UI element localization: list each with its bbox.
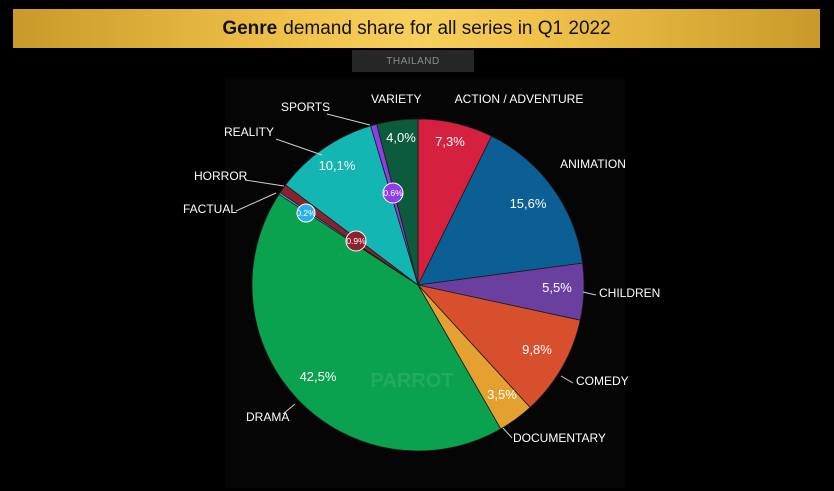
value-label-reality: 10,1% [319,158,356,173]
value-label-children: 5,5% [542,280,572,295]
value-label-documentary: 3,5% [487,387,517,402]
pie-slices [251,118,585,452]
leader-line-sports [326,113,371,126]
category-label-variety: VARIETY [371,92,421,106]
category-label-drama: DRAMA [246,410,289,424]
value-label-factual: 0.2% [296,208,316,218]
value-label-variety: 4,0% [386,130,416,145]
category-label-documentary: DOCUMENTARY [513,431,606,445]
value-label-comedy: 9,8% [522,342,552,357]
value-label-action-adventure: 7,3% [435,134,465,149]
leader-line-drama [282,403,296,415]
category-label-reality: REALITY [224,125,274,139]
leader-line-horror [244,179,285,187]
watermark-text: PARROT [371,370,454,392]
category-label-animation: ANIMATION [560,157,626,171]
value-bubble-sports [382,182,404,204]
category-label-action-adventure: ACTION / ADVENTURE [455,92,584,106]
pie-slice-animation [417,135,584,286]
category-label-comedy: COMEDY [576,374,629,388]
chart-title-text: demand share for all series in Q1 2022 [283,17,611,39]
region-tab: THAILAND [352,50,474,72]
pie-slice-reality [285,125,419,287]
category-label-factual: FACTUAL [183,202,237,216]
category-label-sports: SPORTS [281,100,330,114]
category-label-children: CHILDREN [599,286,660,300]
value-label-animation: 15,6% [510,196,547,211]
chart-title-bar: Genre demand share for all series in Q1 … [13,9,820,48]
value-bubble-horror [345,230,367,252]
pie-slice-drama [251,193,502,452]
value-bubble-factual [296,203,316,223]
leader-line-documentary [502,427,513,439]
value-label-drama: 42,5% [300,369,337,384]
pie-slice-comedy [416,284,581,408]
value-label-horror: 0.9% [346,236,366,246]
leader-line-children [582,291,597,296]
leader-line-reality [275,138,323,156]
leader-line-comedy [560,375,574,384]
leader-line-factual [235,192,277,212]
value-label-sports: 0.6% [383,188,403,198]
category-label-horror: HORROR [194,169,248,183]
chart-title-bold: Genre [222,17,278,39]
